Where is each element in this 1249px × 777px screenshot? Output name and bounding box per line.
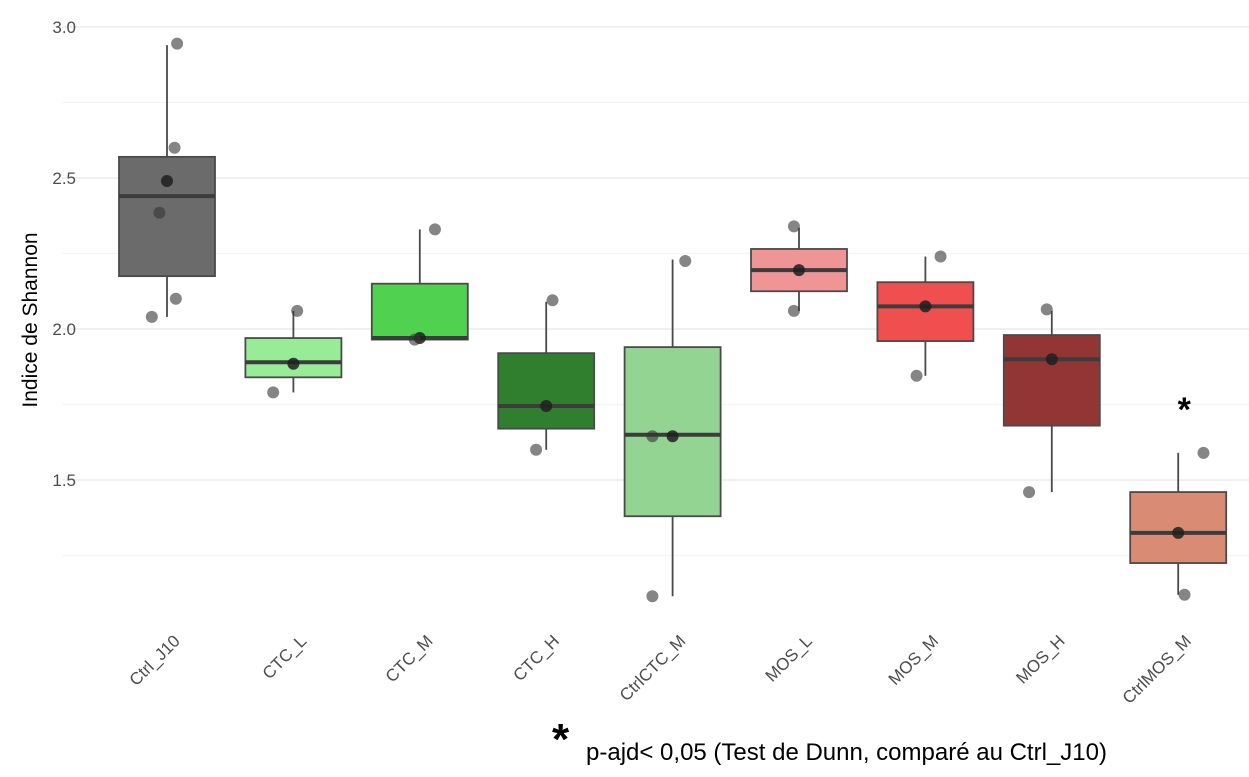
data-points bbox=[145, 37, 1210, 603]
significance-annotations: * bbox=[1178, 391, 1192, 429]
significance-star: * bbox=[1178, 391, 1192, 429]
data-point bbox=[546, 294, 559, 307]
data-point bbox=[408, 333, 421, 346]
y-axis: 1.5 2.0 2.5 3.0 bbox=[52, 18, 76, 490]
mean-point bbox=[287, 357, 300, 370]
data-point bbox=[291, 304, 304, 317]
box-Ctrl_J10 bbox=[118, 45, 216, 317]
mean-point bbox=[1172, 526, 1185, 539]
data-point bbox=[1197, 446, 1210, 459]
y-tick-label: 2.0 bbox=[52, 320, 76, 339]
x-axis: Ctrl_J10 CTC_L CTC_M CTC_H CtrlCTC_M MOS_L MOS… bbox=[126, 631, 1195, 707]
box-CTC_L bbox=[244, 310, 343, 393]
mean-point bbox=[793, 264, 805, 277]
y-tick-label: 3.0 bbox=[52, 18, 76, 37]
footnote-text: p-ajd< 0,05 (Test de Dunn, comparé au Ct… bbox=[586, 739, 1107, 766]
data-point bbox=[679, 255, 692, 268]
x-tick-label: CTC_H bbox=[510, 631, 564, 685]
x-tick-label: MOS_H bbox=[1012, 631, 1068, 687]
x-tick-label: CtrlCTC_M bbox=[616, 631, 690, 705]
data-point bbox=[910, 369, 923, 382]
box-body bbox=[118, 155, 216, 278]
box-CTC_H bbox=[497, 301, 596, 450]
data-point bbox=[646, 430, 659, 443]
box-MOS_H bbox=[1002, 310, 1101, 493]
data-point bbox=[168, 141, 181, 154]
x-tick-label: MOS_L bbox=[762, 631, 816, 685]
data-point bbox=[787, 304, 800, 317]
x-tick-label: CTC_L bbox=[259, 631, 311, 683]
mean-point bbox=[161, 175, 173, 188]
significance-symbol: * bbox=[552, 715, 570, 764]
mean-point bbox=[540, 400, 553, 413]
data-point bbox=[787, 220, 800, 233]
data-point bbox=[145, 310, 158, 323]
data-point bbox=[1023, 486, 1036, 499]
y-axis-label: Indice de Shannon bbox=[19, 232, 42, 407]
data-point bbox=[530, 443, 543, 456]
data-point bbox=[1178, 588, 1191, 601]
data-point bbox=[1040, 303, 1053, 316]
x-tick-label: Ctrl_J10 bbox=[126, 631, 184, 689]
mean-point bbox=[1045, 353, 1058, 366]
box-body bbox=[244, 337, 343, 379]
box-body bbox=[1002, 334, 1101, 427]
data-point bbox=[153, 206, 166, 219]
y-tick-label: 1.5 bbox=[52, 471, 76, 490]
data-point bbox=[934, 250, 947, 263]
mean-point bbox=[919, 300, 932, 313]
data-point bbox=[646, 590, 659, 603]
data-point bbox=[267, 386, 280, 399]
x-tick-label: CtrlMOS_M bbox=[1119, 631, 1195, 707]
box-CtrlCTC_M bbox=[623, 259, 722, 597]
x-tick-label: CTC_M bbox=[382, 631, 437, 686]
data-point bbox=[428, 223, 441, 236]
box-MOS_M bbox=[876, 256, 975, 376]
box-CtrlMOS_M bbox=[1129, 452, 1228, 595]
box-body bbox=[497, 352, 596, 430]
box-MOS_L bbox=[750, 227, 848, 311]
box-groups bbox=[118, 45, 1228, 597]
footnote: * p-ajd< 0,05 (Test de Dunn, comparé au … bbox=[552, 718, 1242, 774]
box-CTC_M bbox=[370, 229, 469, 345]
x-tick-label: MOS_M bbox=[885, 631, 943, 689]
data-point bbox=[169, 292, 182, 305]
box-body bbox=[370, 282, 469, 341]
y-tick-label: 2.5 bbox=[52, 169, 76, 188]
data-point bbox=[171, 37, 184, 50]
mean-point bbox=[666, 430, 679, 443]
